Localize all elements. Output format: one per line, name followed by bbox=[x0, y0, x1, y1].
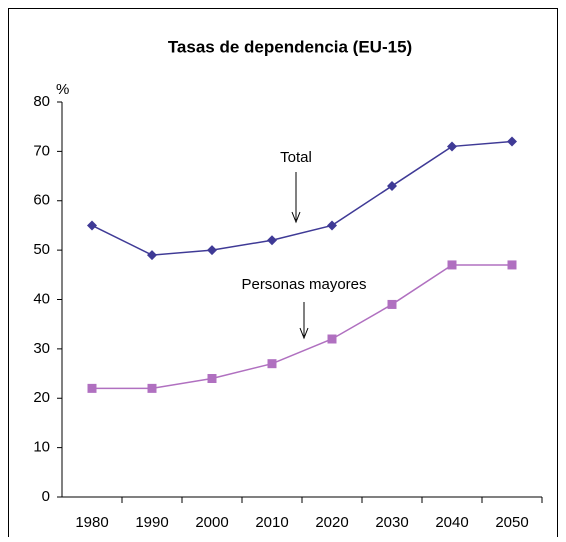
marker bbox=[507, 260, 517, 270]
marker bbox=[507, 136, 517, 147]
x-tick-label: 2020 bbox=[315, 514, 348, 531]
marker bbox=[327, 334, 337, 344]
annotation: Personas mayores bbox=[241, 276, 366, 293]
x-tick-label: 2040 bbox=[435, 514, 468, 531]
y-unit: % bbox=[56, 81, 69, 98]
marker bbox=[147, 250, 157, 261]
x-tick-label: 2050 bbox=[495, 514, 528, 531]
annotation: Total bbox=[280, 149, 312, 166]
y-tick-label: 0 bbox=[42, 488, 50, 505]
chart-frame bbox=[8, 8, 558, 542]
y-tick-label: 50 bbox=[33, 241, 50, 258]
series-line bbox=[92, 264, 512, 390]
marker bbox=[267, 235, 277, 246]
x-tick-label: 2000 bbox=[195, 514, 228, 531]
annotation-arrowhead bbox=[291, 211, 301, 224]
marker bbox=[87, 383, 97, 393]
chart-title: Tasas de dependencia (EU-15) bbox=[168, 37, 412, 56]
marker bbox=[207, 245, 217, 256]
y-tick-label: 10 bbox=[33, 439, 50, 456]
x-tick-label: 1990 bbox=[135, 514, 168, 531]
marker bbox=[387, 180, 397, 191]
y-tick-label: 20 bbox=[33, 389, 50, 406]
series-line bbox=[91, 140, 513, 256]
marker bbox=[267, 359, 277, 369]
y-tick-label: 60 bbox=[33, 192, 50, 209]
y-tick-label: 80 bbox=[33, 93, 50, 110]
marker bbox=[327, 220, 337, 231]
annotation-arrowhead bbox=[299, 327, 309, 340]
marker bbox=[447, 141, 457, 152]
x-tick-label: 2010 bbox=[255, 514, 288, 531]
y-tick-label: 40 bbox=[33, 290, 50, 307]
marker bbox=[147, 383, 157, 393]
marker bbox=[447, 260, 457, 270]
marker bbox=[207, 374, 217, 383]
y-tick-label: 30 bbox=[33, 340, 50, 357]
x-tick-label: 2030 bbox=[375, 514, 408, 531]
marker bbox=[87, 220, 97, 231]
marker bbox=[387, 299, 397, 309]
y-tick-label: 70 bbox=[33, 142, 50, 159]
x-tick-label: 1980 bbox=[75, 514, 108, 531]
